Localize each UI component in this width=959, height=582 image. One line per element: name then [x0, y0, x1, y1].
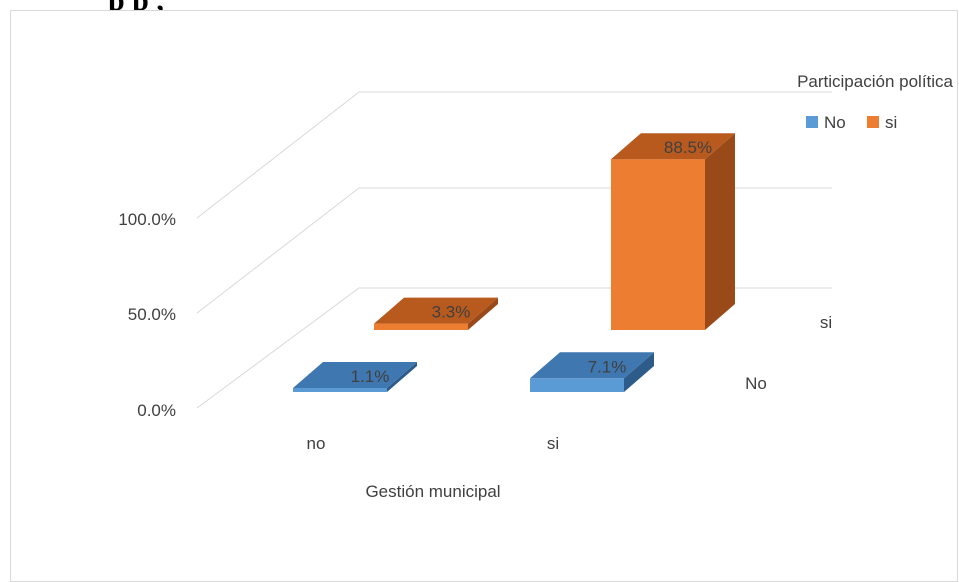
bar-top	[530, 352, 654, 379]
bar	[611, 133, 735, 330]
bar-side	[624, 352, 654, 392]
bar	[374, 297, 498, 330]
data-label: 3.3%	[432, 303, 471, 322]
bar-front	[530, 378, 624, 392]
data-label: 88.5%	[664, 138, 712, 157]
y-tick-label: 100.0%	[118, 210, 176, 229]
x-category-label: si	[547, 434, 559, 453]
legend-swatch-no	[806, 116, 818, 128]
bar-side	[468, 297, 498, 330]
bar-top	[293, 362, 417, 388]
bar-front	[293, 388, 387, 392]
legend: No si	[806, 113, 897, 132]
gridline	[196, 91, 832, 219]
bar-side	[387, 362, 417, 392]
gridlines	[196, 91, 832, 409]
data-label: 1.1%	[351, 367, 390, 386]
x-axis-title: Gestión municipal	[365, 482, 500, 501]
gridline	[196, 187, 832, 314]
gridline	[196, 287, 832, 409]
legend-title: Participación política	[797, 72, 953, 91]
bar-side	[705, 133, 735, 330]
depth-axis-label: No	[745, 374, 767, 393]
bar-front	[611, 159, 705, 330]
chart-frame	[10, 10, 958, 582]
bars	[293, 133, 735, 392]
bar	[293, 362, 417, 392]
depth-axis-label: si	[820, 313, 832, 332]
bar	[530, 352, 654, 392]
x-category-label: no	[307, 434, 326, 453]
bar-top	[374, 297, 498, 324]
data-labels: 3.3% 88.5% 1.1% 7.1%	[351, 138, 712, 386]
bar-top	[611, 133, 735, 160]
data-label: 7.1%	[588, 357, 627, 376]
legend-label-si: si	[885, 113, 897, 132]
legend-swatch-si	[867, 116, 879, 128]
legend-label-no: No	[824, 113, 846, 132]
y-tick-label: 50.0%	[128, 305, 176, 324]
bar-front	[374, 323, 468, 330]
y-tick-labels: 0.0% 50.0% 100.0%	[118, 210, 176, 420]
y-tick-label: 0.0%	[137, 401, 176, 420]
